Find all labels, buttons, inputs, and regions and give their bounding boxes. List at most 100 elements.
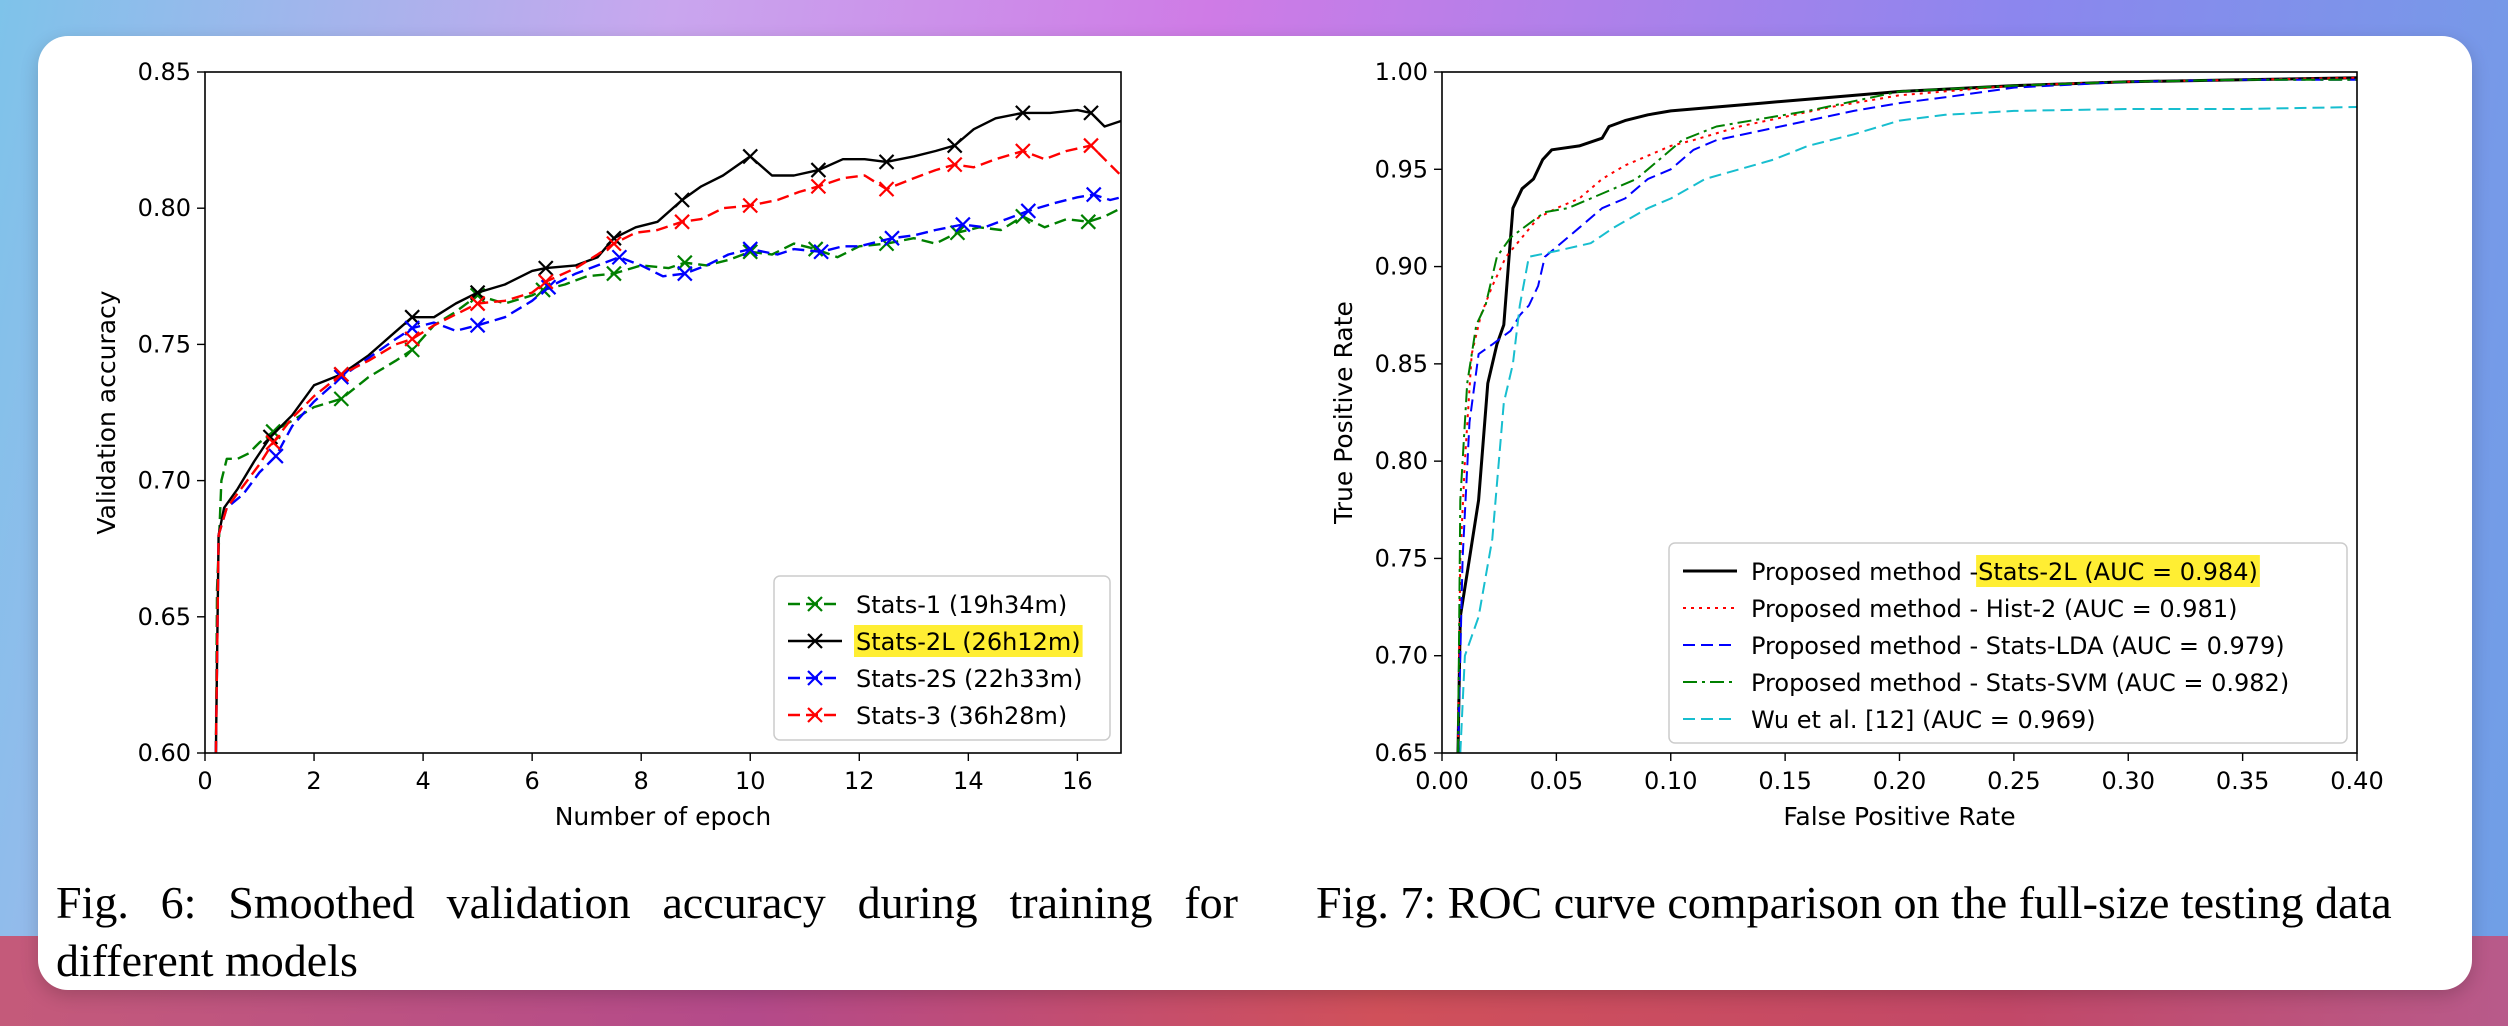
x-tick-label-0: 0.00 bbox=[1415, 767, 1468, 795]
y-tick-label-3: 0.80 bbox=[1375, 447, 1428, 475]
y-tick-label-2: 0.70 bbox=[138, 467, 191, 495]
series-1-marker-11 bbox=[1015, 105, 1031, 121]
series-2-marker-3 bbox=[469, 317, 486, 334]
legend: Stats-1 (19h34m) Stats-2L (26h12m) Stats-2… bbox=[773, 575, 1111, 741]
x-tick-label-7: 14 bbox=[953, 767, 984, 795]
legend-highlight-0 bbox=[1976, 555, 2260, 587]
series-3-marker-0 bbox=[265, 434, 281, 451]
x-tick-label-4: 8 bbox=[634, 767, 649, 795]
y-tick-label-6: 0.95 bbox=[1375, 155, 1428, 183]
x-tick-label-6: 0.30 bbox=[2102, 767, 2155, 795]
x-tick-label-1: 2 bbox=[306, 767, 321, 795]
series-3-marker-6 bbox=[674, 214, 690, 230]
legend-label-prefix-0: Proposed method - bbox=[1751, 558, 1978, 586]
x-tick-label-8: 0.40 bbox=[2330, 767, 2383, 795]
legend-label-highlight-0: Stats-2L (AUC = 0.984) bbox=[1978, 558, 2258, 586]
series-3-marker-7 bbox=[742, 197, 759, 214]
series-3-marker-11 bbox=[1015, 143, 1031, 159]
fig6-caption: Fig. 6: Smoothed validation accuracy dur… bbox=[56, 877, 1238, 986]
figure-card bbox=[38, 36, 2472, 990]
x-tick-label-6: 12 bbox=[844, 767, 875, 795]
series-0-marker-5 bbox=[606, 265, 622, 282]
x-tick-label-8: 16 bbox=[1062, 767, 1093, 795]
y-tick-label-4: 0.80 bbox=[138, 194, 191, 222]
y-tick-label-4: 0.85 bbox=[1375, 350, 1428, 378]
x-tick-label-0: 0 bbox=[197, 767, 212, 795]
series-line-1 bbox=[1457, 76, 2357, 753]
series-3-marker-8 bbox=[810, 178, 827, 195]
y-axis-label: True Positive Rate bbox=[1329, 301, 1358, 525]
legend-box bbox=[773, 575, 1111, 741]
series-3-marker-9 bbox=[878, 181, 895, 197]
series-0-marker-10 bbox=[949, 224, 966, 241]
legend: Proposed method - Stats-2L (AUC = 0.984)… bbox=[1668, 542, 2348, 744]
series-0-marker-12 bbox=[1080, 214, 1097, 230]
series-line-2 bbox=[1457, 78, 2357, 753]
series-0-marker-2 bbox=[404, 342, 420, 358]
series-2-marker-9 bbox=[884, 230, 900, 246]
y-tick-label-1: 0.65 bbox=[138, 603, 191, 631]
series-2-marker-0 bbox=[268, 448, 284, 464]
legend-label-4: Wu et al. [12] (AUC = 0.969) bbox=[1751, 706, 2096, 734]
x-axis-label: False Positive Rate bbox=[1783, 802, 2015, 831]
y-tick-label-5: 0.90 bbox=[1375, 253, 1428, 281]
x-tick-label-3: 6 bbox=[525, 767, 540, 795]
y-tick-label-7: 1.00 bbox=[1375, 58, 1428, 86]
x-tick-label-7: 0.35 bbox=[2216, 767, 2269, 795]
series-0-marker-6 bbox=[677, 254, 693, 271]
series-1-marker-2 bbox=[404, 309, 420, 325]
y-tick-label-0: 0.65 bbox=[1375, 739, 1428, 767]
series-line-1 bbox=[214, 108, 1121, 753]
x-tick-label-5: 10 bbox=[735, 767, 766, 795]
series-1-marker-4 bbox=[537, 260, 554, 276]
series-3-marker-1 bbox=[333, 366, 350, 383]
chart-0: 0 2 4 6 8 10 12 14 16 0.60 0.65 0.70 0.75 0.80 0.85 Num… bbox=[92, 58, 1122, 831]
x-axis-label: Number of epoch bbox=[555, 802, 772, 831]
series-1-marker-8 bbox=[810, 162, 827, 178]
y-tick-label-5: 0.85 bbox=[138, 58, 191, 86]
legend-highlight-1 bbox=[854, 625, 1083, 657]
y-tick-label-3: 0.75 bbox=[138, 330, 191, 358]
series-2-marker-1 bbox=[333, 369, 350, 385]
series-3-marker-3 bbox=[469, 295, 486, 312]
x-tick-label-1: 0.05 bbox=[1530, 767, 1583, 795]
series-3-marker-2 bbox=[404, 331, 420, 347]
series-1-marker-0 bbox=[262, 429, 279, 445]
legend-label-1: Proposed method - Hist-2 (AUC = 0.981) bbox=[1751, 595, 2237, 623]
y-tick-label-2: 0.75 bbox=[1375, 544, 1428, 572]
series-1-marker-6 bbox=[674, 192, 690, 208]
legend-label-0: Stats-1 (19h34m) bbox=[856, 591, 1067, 619]
series-1-marker-3 bbox=[469, 284, 486, 301]
legend-marker-1 bbox=[807, 633, 823, 649]
series-2-marker-5 bbox=[611, 249, 628, 266]
chart-1: 0.00 0.05 0.10 0.15 0.20 0.25 0.30 0.35 0.40 0.65… bbox=[1329, 58, 2384, 831]
legend-label-3: Stats-3 (36h28m) bbox=[856, 702, 1067, 730]
legend-label-2: Proposed method - Stats-LDA (AUC = 0.979… bbox=[1751, 632, 2285, 660]
legend-marker-2 bbox=[807, 670, 823, 686]
series-2-marker-7 bbox=[742, 241, 759, 257]
series-line-4 bbox=[1459, 106, 2357, 753]
legend-label-1: Stats-2L (26h12m) bbox=[856, 628, 1081, 656]
y-axis-label: Validation accuracy bbox=[92, 290, 121, 534]
series-3-marker-4 bbox=[537, 273, 554, 290]
x-tick-label-3: 0.15 bbox=[1758, 767, 1811, 795]
legend-label-2: Stats-2S (22h33m) bbox=[856, 665, 1082, 693]
y-tick-label-0: 0.60 bbox=[138, 739, 191, 767]
series-1-marker-9 bbox=[878, 154, 895, 170]
series-3-marker-5 bbox=[606, 235, 622, 252]
legend-box bbox=[1668, 542, 2348, 744]
series-1-marker-10 bbox=[946, 137, 963, 154]
series-1-marker-5 bbox=[606, 230, 622, 246]
series-3-marker-12 bbox=[1083, 137, 1099, 154]
series-3-marker-10 bbox=[946, 156, 963, 173]
x-tick-label-2: 4 bbox=[415, 767, 430, 795]
series-2-marker-2 bbox=[404, 320, 420, 336]
fig7-caption: Fig. 7: ROC curve comparison on the full… bbox=[1316, 877, 2392, 928]
legend-marker-3 bbox=[807, 707, 823, 723]
series-2-marker-12 bbox=[1085, 186, 1102, 203]
x-tick-label-4: 0.20 bbox=[1873, 767, 1926, 795]
series-line-3 bbox=[1457, 78, 2357, 753]
legend-label-3: Proposed method - Stats-SVM (AUC = 0.982… bbox=[1751, 669, 2289, 697]
series-2-marker-8 bbox=[813, 244, 829, 260]
